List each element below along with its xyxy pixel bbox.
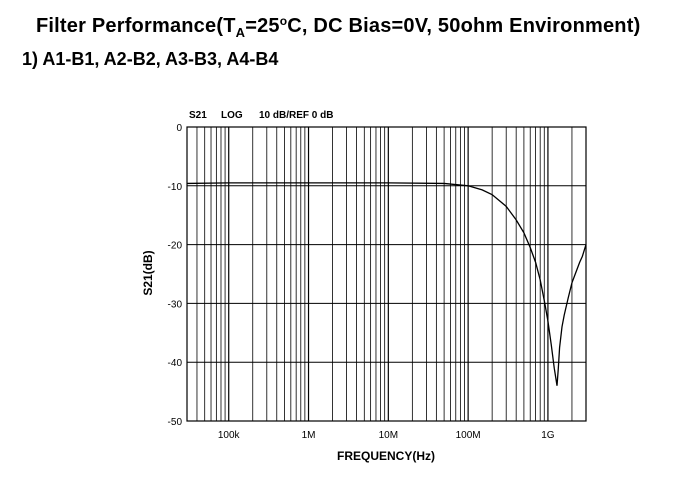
y-axis-label: S21(dB) [141, 250, 155, 295]
header-scale: 10 dB/REF 0 dB [259, 110, 333, 121]
page-title: Filter Performance(TA=25oC, DC Bias=0V, … [36, 14, 641, 40]
x-tick-label: 1G [541, 430, 555, 441]
y-tick-label: -10 [168, 182, 183, 193]
major-grid [187, 126, 586, 422]
plot-frame [186, 126, 587, 422]
y-tick-label: 0 [176, 123, 182, 134]
x-axis-label: FREQUENCY(Hz) [337, 449, 435, 463]
y-tick-label: -40 [168, 358, 183, 369]
s21-series-line [186, 182, 587, 386]
x-tick-label: 1M [302, 430, 316, 441]
y-tick-label: -20 [168, 241, 183, 252]
x-axis-ticks: 100k 1M 10M 100M 1G [218, 430, 555, 441]
page-subtitle: 1) A1-B1, A2-B2, A3-B3, A4-B4 [22, 49, 279, 69]
minor-grid [196, 127, 573, 421]
y-tick-label: -50 [168, 417, 183, 428]
y-tick-label: -30 [168, 299, 183, 310]
x-tick-label: 10M [379, 430, 398, 441]
header-param: S21 [189, 110, 207, 121]
y-axis-ticks: 0 -10 -20 -30 -40 -50 [168, 123, 183, 428]
header-format: LOG [221, 110, 243, 121]
x-tick-label: 100M [456, 430, 481, 441]
x-tick-label: 100k [218, 430, 241, 441]
